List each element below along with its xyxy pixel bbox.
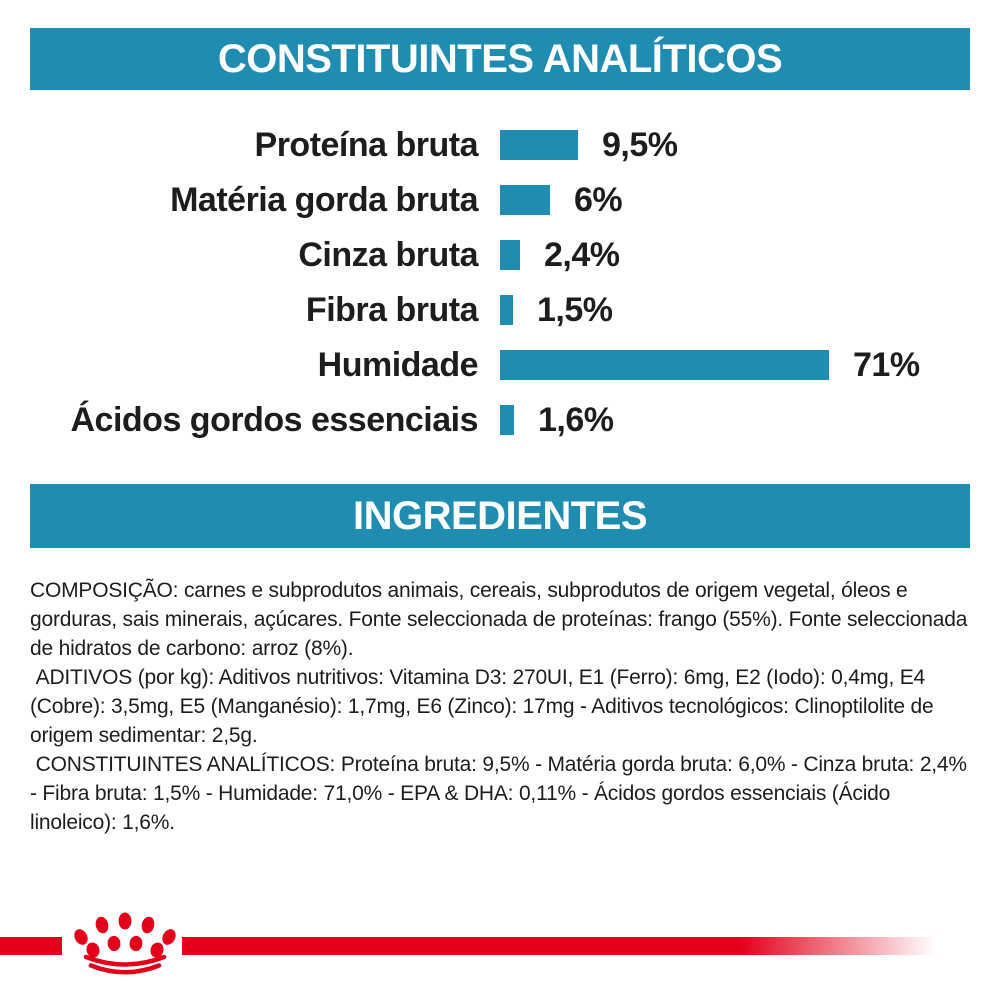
- chart-row: Ácidos gordos essenciais 1,6%: [30, 401, 970, 439]
- chart-row-bar-group: 2,4%: [500, 236, 620, 274]
- chart-row-bar-group: 6%: [500, 181, 623, 219]
- chart-row-value: 1,5%: [537, 291, 613, 329]
- chart-row: Fibra bruta 1,5%: [30, 291, 970, 329]
- bar: [500, 405, 514, 435]
- chart-row: Proteína bruta 9,5%: [30, 126, 970, 164]
- ingredients-banner: INGREDIENTES: [30, 484, 970, 548]
- bar: [500, 295, 513, 325]
- bar: [500, 240, 520, 270]
- bar: [500, 185, 550, 215]
- chart-row-bar-group: 71%: [500, 346, 920, 384]
- chart-row-label: Humidade: [317, 346, 479, 384]
- bar: [500, 350, 829, 380]
- chart-row-bar-group: 9,5%: [500, 126, 678, 164]
- bar: [500, 130, 578, 160]
- chart-row-value: 9,5%: [602, 126, 678, 164]
- chart-row-label: Cinza bruta: [298, 236, 478, 274]
- analytical-constituents-banner: CONSTITUINTES ANALÍTICOS: [30, 28, 970, 90]
- footer-red-bar-fade: [182, 937, 935, 955]
- analytical-constituents-title: CONSTITUINTES ANALÍTICOS: [217, 36, 783, 81]
- chart-row-value: 2,4%: [544, 236, 620, 274]
- ingredients-title: INGREDIENTES: [352, 493, 648, 538]
- chart-row-value: 6%: [574, 181, 623, 219]
- footer-red-bar-left: [0, 937, 62, 955]
- chart-row: Matéria gorda bruta 6%: [30, 181, 970, 219]
- chart-row-bar-group: 1,5%: [500, 291, 613, 329]
- chart-row-bar-group: 1,6%: [500, 401, 614, 439]
- chart-row-label: Proteína bruta: [254, 126, 479, 164]
- chart-row: Humidade 71%: [30, 346, 970, 384]
- royal-canin-crown-logo: [74, 912, 176, 975]
- additives-paragraph: ADITIVOS (por kg): Aditivos nutritivos: …: [30, 666, 940, 747]
- chart-row-value: 71%: [853, 346, 920, 384]
- analytical-constituents-paragraph: CONSTITUINTES ANALÍTICOS: Proteína bruta…: [30, 753, 973, 834]
- chart-row: Cinza bruta 2,4%: [30, 236, 970, 274]
- chart-row-label: Fibra bruta: [305, 291, 479, 329]
- composition-paragraph: COMPOSIÇÃO: carnes e subprodutos animais…: [30, 579, 973, 660]
- chart-row-value: 1,6%: [538, 401, 614, 439]
- chart-row-label: Matéria gorda bruta: [170, 181, 478, 219]
- chart-row-label: Ácidos gordos essenciais: [70, 401, 479, 439]
- ingredients-text-block: COMPOSIÇÃO: carnes e subprodutos animais…: [30, 576, 970, 837]
